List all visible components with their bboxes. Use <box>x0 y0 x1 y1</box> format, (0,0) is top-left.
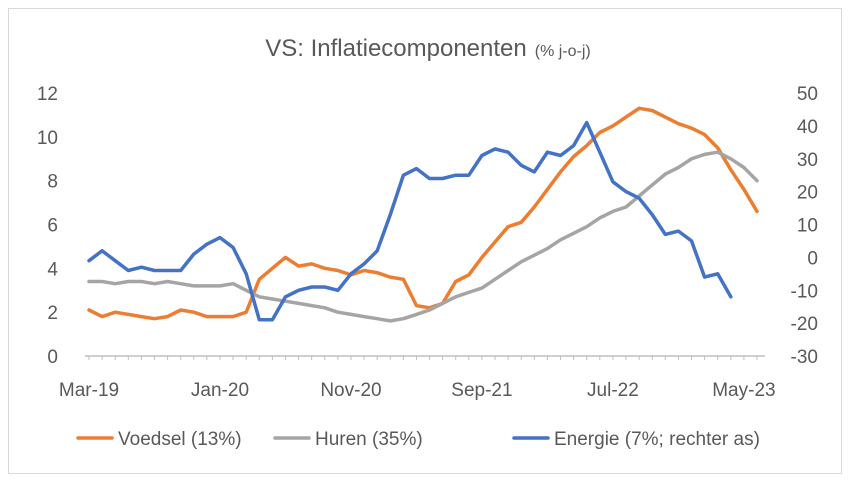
y-right-tick-label: -30 <box>791 347 818 368</box>
series-line-energie <box>87 120 733 322</box>
chart-frame <box>8 8 842 474</box>
legend: Voedsel (13%) Huren (35%) Energie (7%; rec… <box>76 429 760 450</box>
y-left-tick-label: 2 <box>47 303 58 324</box>
chart-title: VS: Inflatiecomponenten (% j-o-j) <box>265 35 591 62</box>
y-right-tick-label: 0 <box>807 248 818 269</box>
series-line-voedsel <box>87 106 759 321</box>
series-lines <box>87 106 759 323</box>
x-tick-label: May-23 <box>712 380 775 401</box>
y-left-tick-label: 10 <box>37 128 58 149</box>
y-left-tick-label: 12 <box>37 84 58 105</box>
y-right-tick-label: 30 <box>797 150 818 171</box>
legend-label-huren: Huren (35%) <box>315 429 423 450</box>
y-axis-left-ticks: 0 2 4 6 8 10 12 <box>37 84 59 368</box>
x-tick-label: Sep-21 <box>451 380 512 401</box>
chart-title-main: VS: Inflatiecomponenten <box>265 35 527 62</box>
chart-title-sub: (% j-o-j) <box>535 43 591 60</box>
y-right-tick-label: 40 <box>797 117 818 138</box>
x-tick-label: Jul-22 <box>587 380 639 401</box>
y-right-tick-label: 10 <box>797 216 818 237</box>
y-left-tick-label: 8 <box>47 172 58 193</box>
y-right-tick-label: -10 <box>791 281 818 302</box>
y-axis-right-ticks: -30 -20 -10 0 10 20 30 40 50 <box>791 84 818 368</box>
x-tick-label: Mar-19 <box>59 380 119 401</box>
legend-label-energie: Energie (7%; rechter as) <box>554 429 760 450</box>
x-tick-label: Nov-20 <box>320 380 381 401</box>
y-left-tick-label: 0 <box>47 347 58 368</box>
y-right-tick-label: 20 <box>797 183 818 204</box>
y-left-tick-label: 4 <box>47 259 58 280</box>
y-left-tick-label: 6 <box>47 216 58 237</box>
series-line-huren <box>87 150 759 323</box>
y-right-tick-label: -20 <box>791 314 818 335</box>
x-tick-label: Jan-20 <box>191 380 249 401</box>
legend-label-voedsel: Voedsel (13%) <box>118 429 242 450</box>
y-right-tick-label: 50 <box>797 84 818 105</box>
x-axis-ticks: Mar-19 Jan-20 Nov-20 Sep-21 Jul-22 May-23 <box>59 356 776 401</box>
